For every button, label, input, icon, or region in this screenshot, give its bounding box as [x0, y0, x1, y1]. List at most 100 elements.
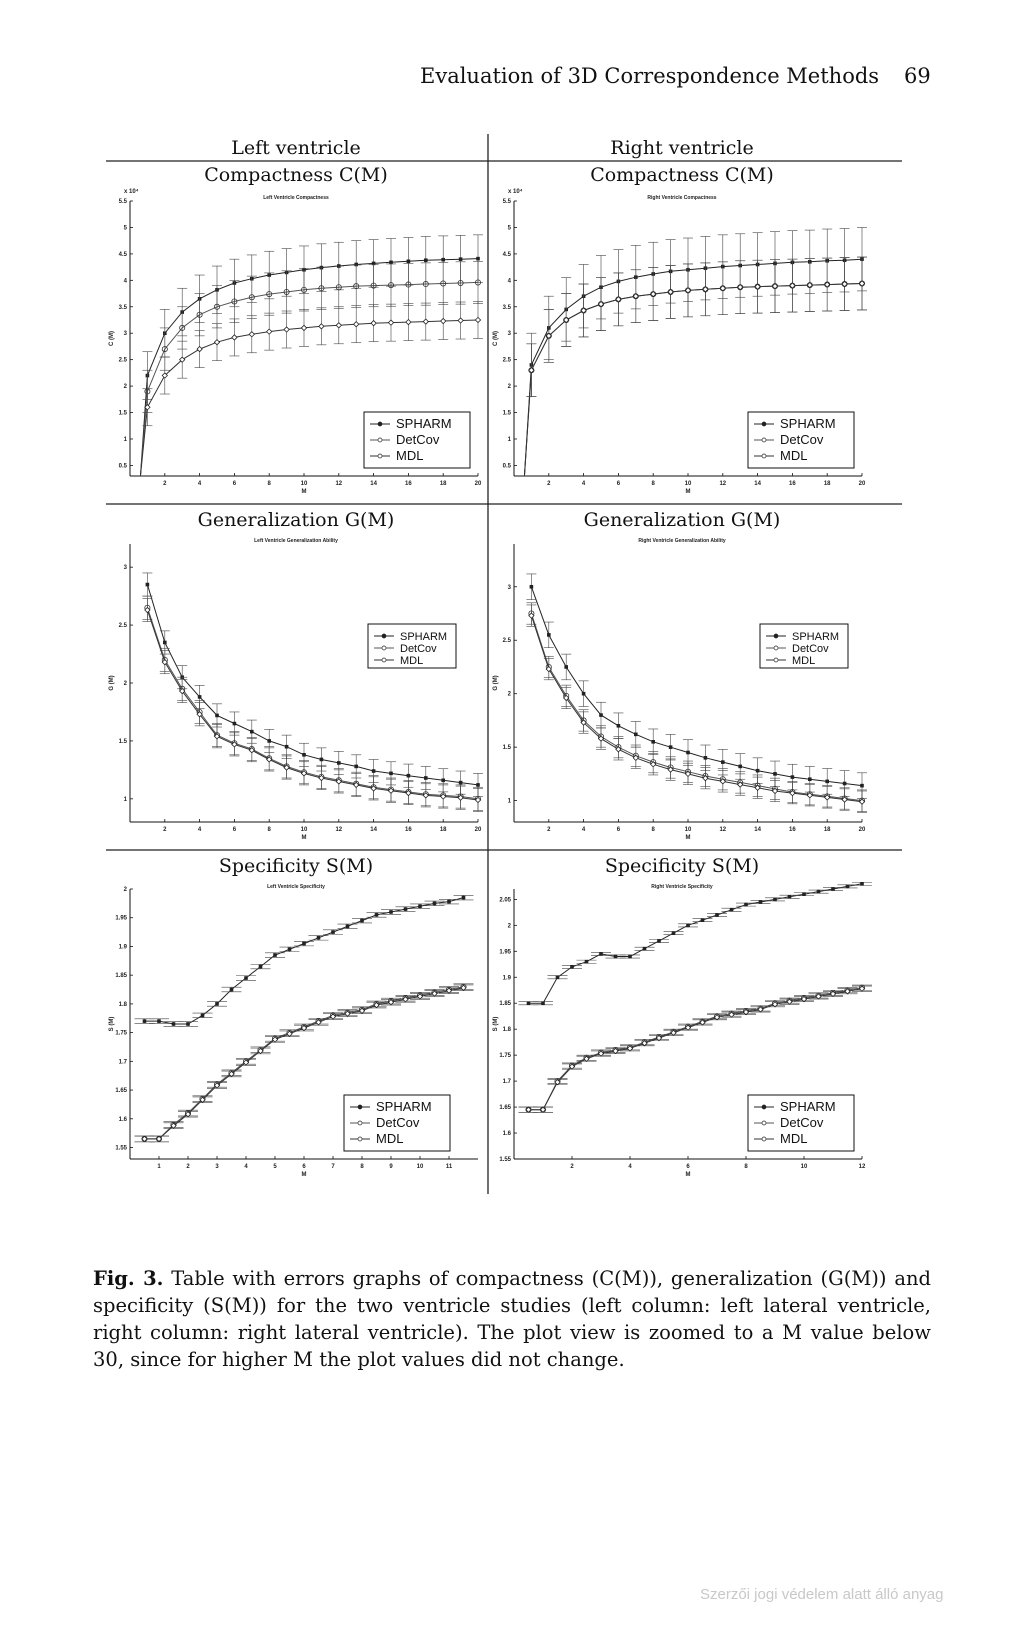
legend-entry: SPHARM [792, 631, 839, 643]
legend-marker [761, 421, 767, 427]
y-tick-label: 1.8 [119, 1002, 128, 1008]
panel-title: Compactness C(M) [204, 164, 388, 186]
legend-marker [761, 1104, 767, 1110]
data-point [316, 936, 321, 940]
data-point [757, 1006, 764, 1013]
data-point [563, 316, 570, 324]
data-point [248, 294, 255, 301]
data-point [816, 889, 821, 894]
panel-title: Generalization G(M) [584, 509, 781, 531]
y-tick-label: 5.5 [119, 199, 128, 205]
data-point [370, 785, 377, 792]
y-tick-label: 1 [508, 799, 512, 805]
legend-entry: MDL [376, 1131, 403, 1146]
data-point [337, 761, 341, 765]
data-point [860, 783, 864, 788]
data-point [626, 1045, 634, 1052]
data-point [789, 789, 796, 797]
data-point [684, 287, 692, 294]
legend-entry: DetCov [376, 1115, 420, 1130]
series-spharm [142, 572, 483, 797]
legend-entry: DetCov [780, 1115, 824, 1130]
data-point [358, 1007, 366, 1014]
x-tick-label: 2 [163, 481, 167, 487]
y-tick-label: 2 [124, 681, 128, 687]
data-point [300, 1024, 308, 1032]
data-point [422, 318, 429, 325]
legend-marker [357, 1120, 363, 1126]
legend-entry: DetCov [396, 432, 440, 447]
data-point [668, 745, 673, 749]
data-point [273, 953, 277, 957]
series-line [528, 988, 863, 1111]
data-point [199, 1096, 206, 1103]
y-tick-label: 1.5 [119, 739, 128, 745]
plot-inner-title: Left Ventricle Specificity [267, 884, 325, 890]
y-axis-exponent: x 10⁴ [508, 189, 523, 195]
x-tick-label: 20 [475, 481, 482, 487]
data-point [179, 356, 186, 363]
data-point [373, 1001, 380, 1009]
data-point [418, 904, 422, 909]
legend-marker [773, 633, 779, 639]
data-point [806, 281, 813, 289]
y-tick-label: 4.5 [119, 252, 128, 258]
series-spharm [134, 895, 474, 1027]
data-point [808, 777, 812, 782]
data-point [318, 285, 325, 292]
data-point [403, 907, 408, 911]
data-point [405, 318, 412, 326]
data-point [815, 993, 822, 1000]
data-point [564, 665, 568, 669]
data-point [642, 946, 647, 951]
y-tick-label: 2.5 [503, 638, 512, 644]
series-mdl [523, 256, 867, 477]
x-tick-label: 10 [685, 481, 692, 487]
data-point [641, 1040, 648, 1047]
y-tick-label: 2.5 [119, 623, 128, 629]
series-line [528, 987, 863, 1111]
x-tick-label: 2 [547, 827, 551, 833]
legend-entry: DetCov [780, 432, 824, 447]
y-tick-label: 1.55 [115, 1146, 127, 1152]
y-tick-label: 1.75 [115, 1031, 127, 1037]
x-tick-label: 18 [824, 827, 831, 833]
y-tick-label: 2 [508, 384, 512, 390]
data-point [300, 286, 307, 293]
data-point [389, 771, 393, 776]
panel-title: Specificity S(M) [219, 855, 373, 877]
data-point [632, 754, 639, 762]
x-tick-label: 12 [719, 827, 726, 833]
plot-inner-title: Right Ventricle Compactness [647, 195, 716, 201]
data-point [529, 584, 534, 589]
data-point [319, 757, 324, 762]
y-tick-label: 3.5 [119, 305, 128, 311]
data-point [447, 899, 451, 904]
panel-title: Specificity S(M) [605, 855, 759, 877]
x-tick-label: 6 [302, 1164, 306, 1170]
figure-caption: Fig. 3. Table with errors graphs of comp… [93, 1265, 931, 1373]
data-point [300, 770, 308, 777]
data-point [387, 787, 395, 794]
x-tick-label: 10 [801, 1164, 808, 1170]
plot-rs: Specificity S(M) Right Ventricle Specific… [493, 855, 872, 1178]
data-point [228, 1070, 235, 1078]
y-tick-label: 3 [508, 331, 512, 337]
data-point [214, 303, 221, 310]
legend-marker [357, 1104, 363, 1110]
x-tick-label: 18 [440, 481, 447, 487]
legend-entry: SPHARM [376, 1099, 432, 1114]
x-axis-label: M [302, 1172, 307, 1178]
x-tick-label: 8 [268, 827, 272, 833]
x-tick-label: 18 [824, 481, 831, 487]
x-axis-label: M [686, 835, 691, 841]
legend-marker [381, 657, 387, 663]
data-point [157, 1019, 161, 1023]
x-tick-label: 4 [198, 481, 202, 487]
data-point [458, 257, 463, 261]
series-line [528, 883, 863, 1004]
x-tick-label: 14 [754, 827, 761, 833]
data-point [213, 339, 221, 346]
data-point [545, 332, 552, 340]
